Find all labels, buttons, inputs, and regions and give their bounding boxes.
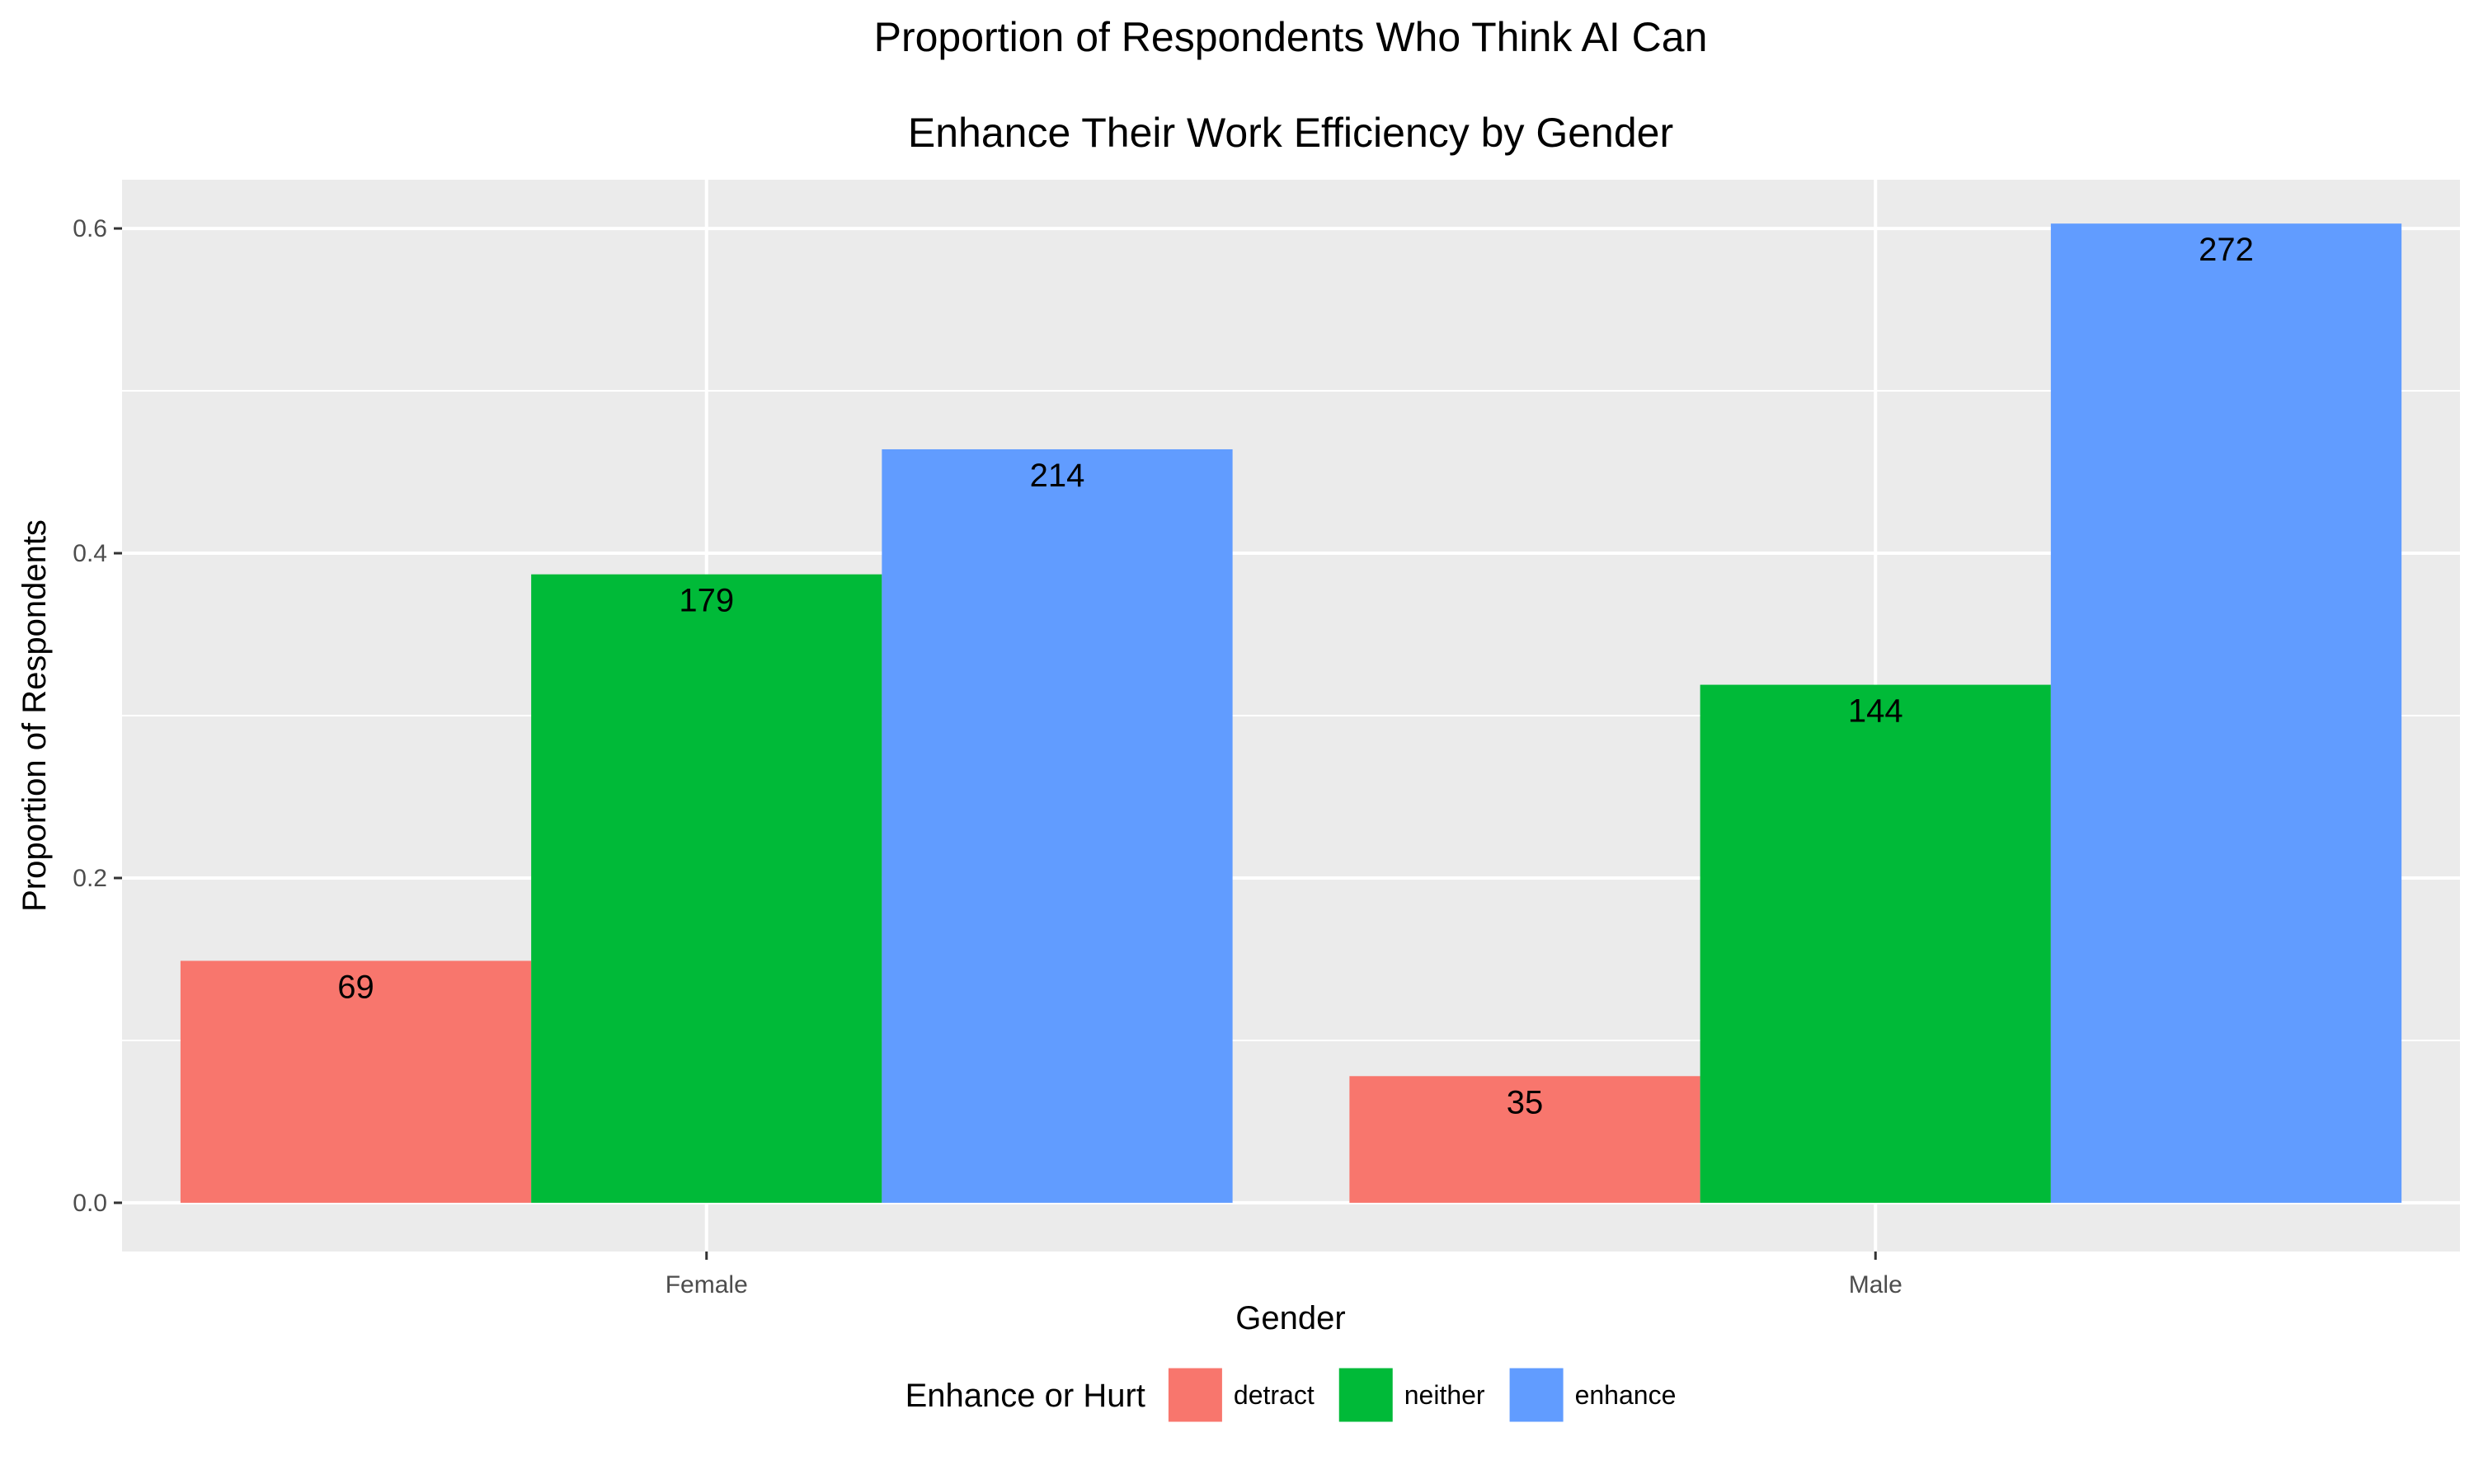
bar-detract: [180, 960, 532, 1203]
legend-label-enhance: enhance: [1575, 1380, 1677, 1410]
legend-key-enhance: [1509, 1368, 1564, 1422]
chart-title-line-1: Proportion of Respondents Who Think AI C…: [874, 14, 1708, 60]
y-tick-label: 0.0: [73, 1190, 107, 1217]
bar-label-detract: 35: [1507, 1084, 1544, 1120]
x-axis-ticks: Female Male: [666, 1252, 1903, 1298]
y-axis-title: Proportion of Respondents: [16, 519, 53, 912]
legend-label-detract: detract: [1234, 1380, 1315, 1410]
x-axis-title: Gender: [1235, 1300, 1345, 1336]
chart-title-line-2: Enhance Their Work Efficiency by Gender: [908, 110, 1673, 156]
legend-key-neither: [1338, 1368, 1393, 1422]
x-tick-label: Male: [1849, 1271, 1903, 1298]
bar-label-detract: 69: [337, 969, 374, 1005]
y-axis-ticks: 0.0 0.2 0.4 0.6: [73, 215, 122, 1217]
bar-label-neither: 179: [679, 583, 734, 619]
bars: [180, 223, 2402, 1203]
legend-title: Enhance or Hurt: [905, 1378, 1145, 1414]
bar-neither: [531, 574, 882, 1203]
legend-key-detract: [1168, 1368, 1222, 1422]
bar-enhance: [882, 448, 1233, 1203]
bar-label-enhance: 272: [2199, 232, 2254, 268]
y-tick-label: 0.2: [73, 865, 107, 892]
legend-label-neither: neither: [1404, 1380, 1485, 1410]
y-tick-label: 0.6: [73, 215, 107, 242]
bar-labels: 69 179 214 35 144 272: [337, 232, 2254, 1120]
bar-enhance: [2050, 223, 2402, 1203]
x-tick-label: Female: [666, 1271, 748, 1298]
bar-label-neither: 144: [1848, 693, 1903, 730]
bar-label-enhance: 214: [1030, 458, 1085, 494]
bar-detract: [1349, 1076, 1700, 1203]
bar-neither: [1700, 684, 2051, 1203]
y-tick-label: 0.4: [73, 540, 107, 567]
legend: Enhance or Hurt detract neither enhance: [905, 1368, 1677, 1422]
